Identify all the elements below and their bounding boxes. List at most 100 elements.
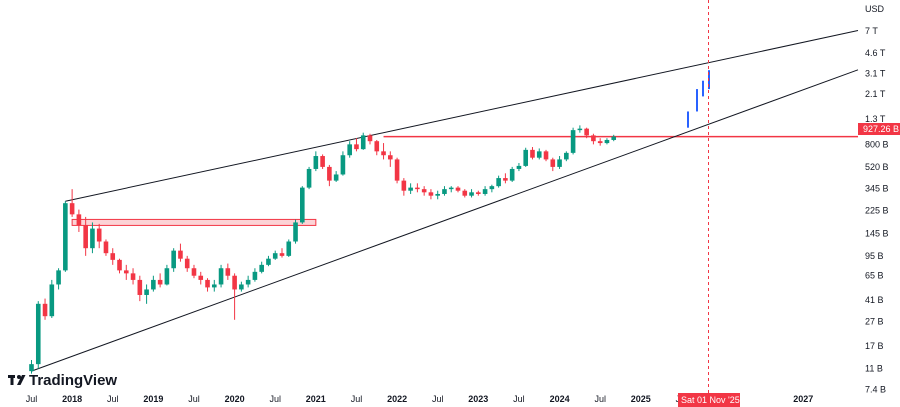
candle xyxy=(354,138,359,152)
candle xyxy=(381,143,386,160)
candle xyxy=(184,255,190,272)
trendline xyxy=(65,30,859,202)
candle xyxy=(171,248,176,272)
candle xyxy=(191,264,197,279)
candle xyxy=(218,264,224,288)
x-tick-label: 2021 xyxy=(306,394,326,404)
candle xyxy=(611,134,617,142)
x-tick-label: Jul xyxy=(594,394,606,404)
x-tick-label: Jul xyxy=(26,394,38,404)
resistance-levels xyxy=(71,135,858,226)
candle xyxy=(35,301,41,369)
candle xyxy=(313,151,319,172)
candle xyxy=(523,147,529,167)
candle xyxy=(333,171,339,182)
trendlines xyxy=(31,30,859,372)
x-tick-label: Jul xyxy=(107,394,119,404)
candle xyxy=(408,183,413,194)
candle xyxy=(530,147,535,160)
candle xyxy=(536,148,542,160)
candle xyxy=(604,138,610,145)
candle xyxy=(272,250,278,260)
candle xyxy=(340,151,346,176)
time-cursor-label-bg xyxy=(678,393,740,407)
candle xyxy=(428,189,434,200)
y-axis[interactable]: USD 7 T 4.6 T 3.1 T 2.1 T 1.3 T 800 B 520 B 345… xyxy=(865,4,889,394)
candle xyxy=(96,223,102,249)
x-tick-label: 2018 xyxy=(62,394,82,404)
candle xyxy=(205,278,210,292)
candle xyxy=(76,209,82,232)
y-tick-label: 3.1 T xyxy=(865,69,886,79)
candle xyxy=(442,186,447,196)
candle xyxy=(476,190,481,196)
y-tick-label: 65 B xyxy=(865,271,884,281)
candle xyxy=(103,239,109,256)
candle xyxy=(469,189,474,198)
candle xyxy=(503,173,508,184)
tradingview-watermark: TradingView xyxy=(8,372,117,389)
candle xyxy=(56,268,61,290)
y-tick-label: 7 T xyxy=(865,26,878,36)
candle xyxy=(482,186,488,196)
y-tick-label: 145 B xyxy=(865,229,889,239)
candle xyxy=(49,279,55,318)
candle xyxy=(394,157,400,184)
candle xyxy=(110,248,116,265)
candle xyxy=(83,216,88,256)
candle xyxy=(300,186,305,224)
y-tick-label: 17 B xyxy=(865,341,884,351)
candle xyxy=(509,166,515,182)
candle xyxy=(225,263,231,280)
candle xyxy=(157,273,163,288)
x-tick-label: 2025 xyxy=(631,394,651,404)
resistance-zone xyxy=(71,218,317,226)
candle xyxy=(320,154,325,169)
candle xyxy=(286,239,292,257)
candle xyxy=(211,279,217,292)
candle xyxy=(69,189,75,217)
candle xyxy=(591,133,596,145)
candle xyxy=(63,201,68,272)
candle xyxy=(151,275,156,292)
candle xyxy=(570,127,576,155)
candle xyxy=(597,138,603,146)
candle xyxy=(435,190,440,200)
candle xyxy=(306,166,312,190)
candle xyxy=(130,268,136,285)
y-tick-label: 225 B xyxy=(865,206,889,216)
candle xyxy=(198,271,204,285)
y-tick-label: 95 B xyxy=(865,251,884,261)
candle xyxy=(462,189,468,198)
y-tick-label: 800 B xyxy=(865,139,889,149)
candle xyxy=(584,127,589,139)
candle xyxy=(178,243,183,262)
y-tick-label: 4.6 T xyxy=(865,48,886,58)
candle xyxy=(360,132,366,150)
candle xyxy=(564,151,569,162)
candle xyxy=(42,298,48,320)
candle xyxy=(421,186,427,196)
tradingview-brand-text: TradingView xyxy=(29,372,117,389)
y-axis-unit: USD xyxy=(865,4,885,14)
candle xyxy=(123,264,129,280)
candle xyxy=(543,149,549,162)
y-tick-label: 7.4 B xyxy=(865,384,886,394)
x-tick-label: 2023 xyxy=(468,394,488,404)
x-tick-label: Jul xyxy=(188,394,200,404)
candle xyxy=(252,268,258,282)
candle xyxy=(401,178,407,196)
candle xyxy=(144,284,149,304)
candle xyxy=(266,255,271,267)
time-cursor-label: Sat 01 Nov '25 xyxy=(678,393,740,407)
candle xyxy=(245,275,251,288)
time-cursor-text: Sat 01 Nov '25 xyxy=(681,395,740,405)
y-tick-label: 11 B xyxy=(865,364,883,374)
current-price-tag: 927.26 B xyxy=(858,123,900,135)
candles xyxy=(29,125,617,374)
y-tick-label: 41 B xyxy=(865,295,884,305)
y-tick-label: 520 B xyxy=(865,162,889,172)
candle xyxy=(388,151,393,167)
trendline xyxy=(31,69,859,372)
